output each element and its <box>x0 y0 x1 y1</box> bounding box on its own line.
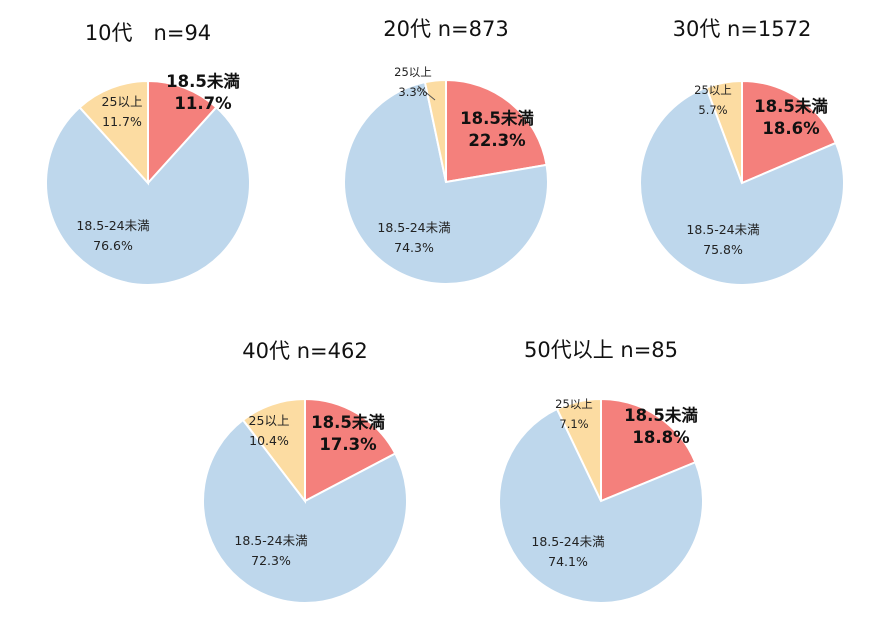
pie-title: 10代 n=94 <box>85 21 211 45</box>
pie-slice-2 <box>202 418 408 604</box>
slice-value-label: 76.6% <box>93 238 133 253</box>
pie-chart-5: 50代以上 n=85 18.5未満 18.8% 18.5-24未満 74.1% 25以上 7… <box>498 338 704 604</box>
slice-label: 25以上 <box>249 413 290 428</box>
slice-value-label: 17.3% <box>319 435 377 454</box>
slice-label: 25以上 <box>102 94 143 109</box>
slice-value-label: 74.1% <box>548 554 588 569</box>
slice-value-label: 11.7% <box>102 114 142 129</box>
pie-slice-1 <box>445 78 548 184</box>
pie-slice-1 <box>741 79 838 185</box>
slice-label: 25以上 <box>394 65 432 79</box>
slice-label: 18.5-24未満 <box>234 533 307 548</box>
pie-chart-4: 40代 n=462 18.5未満 17.3% 18.5-24未満 72.3% 25以上 10… <box>202 339 408 604</box>
pie-title: 30代 n=1572 <box>673 17 812 41</box>
pie-title: 20代 n=873 <box>383 17 508 41</box>
slice-value-label: 3.3% <box>398 85 427 99</box>
slice-label: 18.5未満 <box>460 108 534 128</box>
pie-slice-2 <box>343 81 549 285</box>
slice-value-label: 75.8% <box>703 242 743 257</box>
slice-value-label: 22.3% <box>468 131 526 150</box>
slice-label: 18.5-24未満 <box>531 534 604 549</box>
pie-slice-3 <box>241 397 306 504</box>
slice-value-label: 18.8% <box>632 428 690 447</box>
pie-title: 50代以上 n=85 <box>524 338 678 362</box>
pie-slice-2 <box>45 105 251 286</box>
slice-value-label: 5.7% <box>698 103 727 117</box>
slice-value-label: 72.3% <box>251 553 291 568</box>
pie-slice-1 <box>147 79 218 186</box>
slice-label: 18.5-24未満 <box>76 218 149 233</box>
slice-label: 18.5-24未満 <box>686 222 759 237</box>
slice-label: 18.5未満 <box>624 405 698 425</box>
slice-value-label: 74.3% <box>394 240 434 255</box>
pie-slice-3 <box>78 79 149 186</box>
pie-slice-3 <box>704 79 743 184</box>
slice-value-label: 7.1% <box>559 417 588 431</box>
slice-label: 25以上 <box>555 397 593 411</box>
slice-label: 25以上 <box>694 83 732 97</box>
pie-chart-1: 10代 n=94 18.5未満 11.7% 18.5-24未満 76.6% 25以上 11.… <box>45 21 251 286</box>
pie-slice-1 <box>600 397 697 503</box>
pie-slice-3 <box>555 397 602 502</box>
slice-value-label: 11.7% <box>174 94 232 113</box>
slice-label: 18.5未満 <box>311 412 385 432</box>
pie-slice-2 <box>498 407 704 604</box>
slice-label: 18.5未満 <box>166 71 240 91</box>
leader-line <box>417 85 436 101</box>
pie-chart-3: 30代 n=1572 18.5未満 18.6% 18.5-24未満 75.8% 25以上 5… <box>639 17 846 286</box>
pie-title: 40代 n=462 <box>242 339 367 363</box>
pie-chart-2: 20代 n=873 18.5未満 22.3% 18.5-24未満 74.3% 25以上 3.… <box>343 17 549 285</box>
slice-label: 18.5-24未満 <box>377 220 450 235</box>
slice-value-label: 10.4% <box>249 433 289 448</box>
pie-slice-1 <box>304 397 397 503</box>
slice-value-label: 18.6% <box>762 119 820 138</box>
slice-label: 18.5未満 <box>754 96 828 116</box>
pie-slice-3 <box>423 78 447 183</box>
pie-slice-2 <box>639 86 846 286</box>
